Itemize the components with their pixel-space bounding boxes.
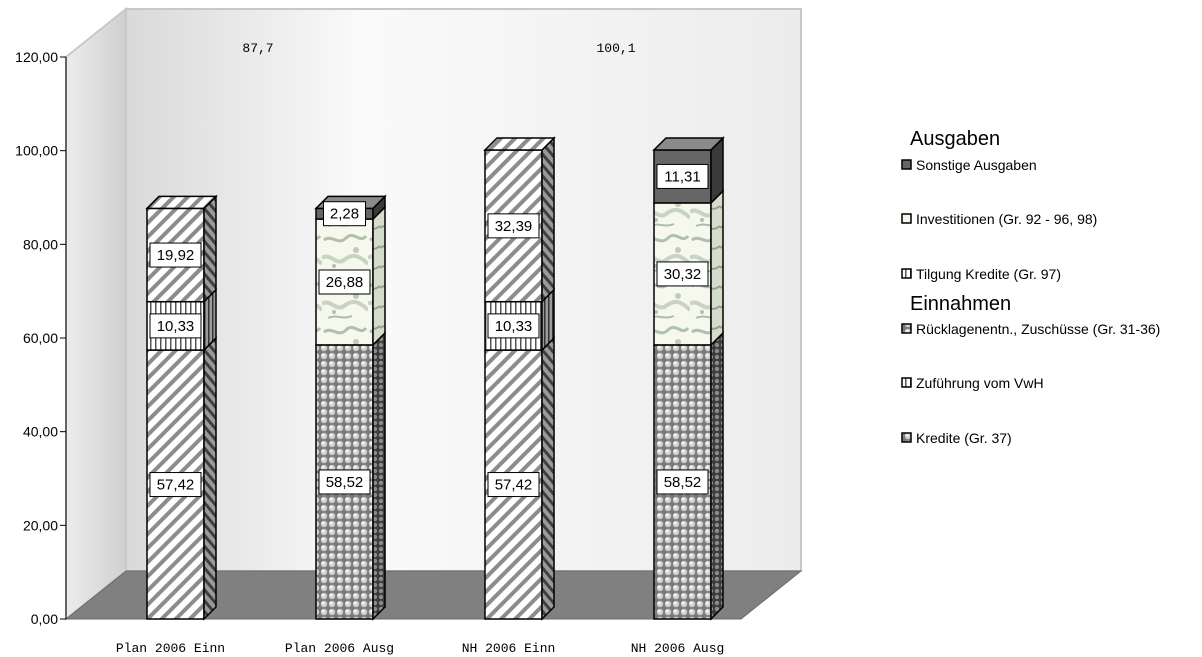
bar-stack: 57,42 10,33 32,39 bbox=[483, 136, 556, 621]
legend-swatch bbox=[901, 268, 912, 279]
category-axis: Plan 2006 Einn Plan 2006 Ausg NH 2006 Einn… bbox=[116, 641, 724, 656]
bar-segment: 30,32 bbox=[653, 189, 724, 347]
bar-segment: 11,31 bbox=[652, 136, 725, 205]
total-labels: 87,7 100,1 bbox=[242, 41, 635, 56]
bar-side bbox=[541, 336, 555, 621]
data-label: 19,92 bbox=[157, 247, 195, 264]
y-tick-label: 80,00 bbox=[23, 236, 58, 252]
y-tick-label: 20,00 bbox=[23, 517, 58, 533]
legend-item: Kredite (Gr. 37) bbox=[901, 430, 1012, 446]
data-label-box bbox=[487, 213, 540, 239]
bar-stack: 58,52 30,32 11,31 bbox=[652, 136, 725, 621]
legend-item: Zuführung vom VwH bbox=[901, 375, 1044, 391]
bar-side bbox=[710, 189, 724, 347]
bar-segment: 10,33 bbox=[146, 287, 217, 352]
x-tick-label: Plan 2006 Einn bbox=[116, 641, 225, 656]
y-tick-label: 100,00 bbox=[15, 143, 58, 159]
data-label-box bbox=[487, 313, 540, 339]
y-axis: 0,00 20,00 40,00 60,00 80,00 100,00 120,00 bbox=[15, 49, 67, 627]
data-label: 11,31 bbox=[664, 168, 700, 185]
data-label-box bbox=[318, 469, 371, 495]
legend-swatch bbox=[901, 323, 912, 334]
bar-segment: 10,33 bbox=[484, 287, 555, 352]
bar-top bbox=[652, 137, 725, 151]
data-label: 32,39 bbox=[495, 218, 533, 235]
legend-label: Tilgung Kredite (Gr. 97) bbox=[916, 266, 1061, 282]
bar-segment: 19,92 bbox=[145, 194, 218, 304]
data-label: 58,52 bbox=[664, 474, 702, 491]
data-label-box bbox=[487, 472, 540, 498]
bar-side bbox=[372, 331, 386, 621]
data-label-box bbox=[323, 201, 366, 227]
data-label: 10,33 bbox=[157, 318, 195, 335]
legend-label: Sonstige Ausgaben bbox=[916, 157, 1037, 173]
bar-top bbox=[483, 137, 556, 151]
data-label-box bbox=[656, 261, 709, 287]
legend: Ausgaben Einnahmen Sonstige Ausgaben Invest… bbox=[901, 128, 1160, 446]
bar-segment: 32,39 bbox=[483, 136, 556, 304]
data-label: 10,33 bbox=[495, 318, 533, 335]
legend-item: Rücklagenentn., Zuschüsse (Gr. 31-36) bbox=[901, 321, 1160, 337]
data-label: 57,42 bbox=[495, 477, 533, 494]
bar-side bbox=[203, 194, 217, 304]
data-label-box bbox=[656, 469, 709, 495]
legend-label: Zuführung vom VwH bbox=[916, 375, 1044, 391]
side-wall bbox=[65, 6, 127, 622]
bar-side bbox=[710, 331, 724, 621]
bar-segment: 2,28 bbox=[314, 194, 387, 227]
data-label: 2,28 bbox=[330, 206, 359, 223]
bar-stack: 57,42 10,33 19,92 bbox=[145, 194, 218, 621]
data-label: 26,88 bbox=[326, 274, 364, 291]
total-label: 100,1 bbox=[596, 41, 635, 56]
legend-swatch bbox=[901, 213, 912, 224]
y-tick-label: 120,00 bbox=[15, 49, 58, 65]
legend-label: Investitionen (Gr. 92 - 96, 98) bbox=[916, 211, 1097, 227]
bar-stacks: 57,42 10,33 19,92 58,52 26,88 2,28 57,42 10,33 3… bbox=[145, 136, 725, 621]
legend-swatch bbox=[901, 432, 912, 443]
y-tick-label: 0,00 bbox=[31, 611, 58, 627]
data-label-box bbox=[149, 313, 202, 339]
bar-side bbox=[203, 336, 217, 621]
bar-segment: 26,88 bbox=[315, 205, 386, 347]
bar-side bbox=[541, 136, 555, 304]
data-label: 30,32 bbox=[664, 266, 702, 283]
legend-item: Sonstige Ausgaben bbox=[901, 157, 1037, 173]
x-tick-label: Plan 2006 Ausg bbox=[285, 641, 394, 656]
bar-segment: 58,52 bbox=[653, 331, 724, 621]
data-label-box bbox=[656, 163, 709, 189]
data-label-box bbox=[318, 269, 371, 295]
y-tick-label: 60,00 bbox=[23, 330, 58, 346]
legend-heading: Ausgaben bbox=[910, 128, 1000, 150]
legend-label: Kredite (Gr. 37) bbox=[916, 430, 1012, 446]
x-tick-label: NH 2006 Ausg bbox=[631, 641, 725, 656]
data-label: 57,42 bbox=[157, 477, 195, 494]
bar-segment: 57,42 bbox=[484, 336, 555, 621]
legend-swatch bbox=[901, 159, 912, 170]
legend-item: Tilgung Kredite (Gr. 97) bbox=[901, 266, 1061, 282]
y-tick-label: 40,00 bbox=[23, 424, 58, 440]
legend-swatch bbox=[901, 377, 912, 388]
data-label: 58,52 bbox=[326, 474, 364, 491]
legend-item: Investitionen (Gr. 92 - 96, 98) bbox=[901, 211, 1097, 227]
total-label: 87,7 bbox=[242, 41, 273, 56]
bar-segment: 57,42 bbox=[146, 336, 217, 621]
bar-top bbox=[145, 195, 218, 210]
x-tick-label: NH 2006 Einn bbox=[462, 641, 556, 656]
data-label-box bbox=[149, 242, 202, 268]
bar-stack: 58,52 26,88 2,28 bbox=[314, 194, 387, 621]
data-label-box bbox=[149, 472, 202, 498]
bar-segment: 58,52 bbox=[315, 331, 386, 621]
legend-label: Rücklagenentn., Zuschüsse (Gr. 31-36) bbox=[916, 321, 1160, 337]
bar-side bbox=[372, 205, 386, 347]
legend-heading: Einnahmen bbox=[910, 293, 1011, 315]
